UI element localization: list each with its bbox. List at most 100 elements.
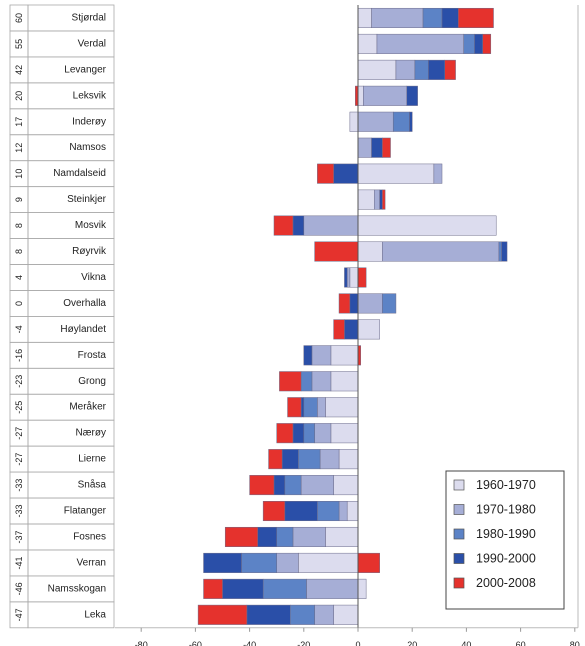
bar-segment — [292, 215, 305, 236]
row-number-label: 4 — [14, 275, 24, 280]
x-tick-label: 40 — [461, 640, 471, 646]
bar-segment — [325, 526, 359, 547]
bar-segment — [298, 449, 321, 470]
bar-segment — [392, 111, 410, 132]
row-number-label: 42 — [14, 65, 24, 75]
row-number-label: -33 — [14, 479, 24, 492]
category-label: Leksvik — [73, 90, 107, 101]
bar-segment — [357, 59, 397, 80]
category-label: Frosta — [78, 350, 107, 361]
bar-segment — [441, 7, 459, 28]
category-label: Røyrvik — [72, 246, 107, 257]
bar-segment — [241, 552, 277, 573]
bar-segment — [203, 552, 242, 573]
bar-segment — [422, 7, 443, 28]
bar-segment — [344, 319, 359, 340]
category-label: Namdalseid — [53, 168, 106, 179]
bar-segment — [357, 7, 372, 28]
bar-segment — [382, 293, 397, 314]
bar-segment — [371, 7, 424, 28]
bar-segment — [338, 501, 348, 522]
category-label: Mosvik — [75, 220, 107, 231]
bar-segment — [197, 604, 248, 625]
x-tick-label: -40 — [243, 640, 256, 646]
bar-segment — [498, 241, 502, 262]
bar-segment — [349, 267, 359, 288]
bar-segment — [382, 189, 386, 210]
row-number-label: 8 — [14, 249, 24, 254]
row-number-label: -47 — [14, 608, 24, 621]
bar-segment — [314, 241, 359, 262]
x-axis: -80 -60 -40 -20 0 20 40 60 80 — [135, 627, 580, 646]
bar-segment — [357, 293, 383, 314]
bar-segment — [357, 241, 383, 262]
category-label: Namsskogan — [48, 583, 106, 594]
bar-segment — [330, 345, 359, 366]
bar-segment — [482, 33, 492, 54]
bar-segment — [279, 371, 302, 392]
bar-segment — [287, 397, 302, 418]
bar-segment — [357, 189, 375, 210]
row-number-label: 17 — [14, 117, 24, 127]
x-tick-label: 60 — [516, 640, 526, 646]
bar-segment — [357, 111, 394, 132]
legend-label: 1970-1980 — [476, 503, 536, 517]
bar-segment — [458, 7, 494, 28]
row-number-label: 0 — [14, 301, 24, 306]
bar-segment — [330, 371, 359, 392]
bar-segment — [222, 578, 264, 599]
bar-segment — [357, 267, 367, 288]
x-tick-label: 20 — [407, 640, 417, 646]
bar-segment — [276, 526, 294, 547]
bar-segment — [257, 526, 277, 547]
bar-segment — [314, 423, 332, 444]
x-tick-label: -80 — [135, 640, 148, 646]
category-label: Namsos — [69, 142, 106, 153]
bar-segment — [357, 215, 497, 236]
bar-segment — [382, 137, 391, 158]
bar-segment — [303, 397, 318, 418]
legend-label: 2000-2008 — [476, 576, 536, 590]
category-label: Steinkjer — [67, 194, 107, 205]
bar-segment — [268, 449, 283, 470]
bar-segment — [357, 33, 378, 54]
bar-segment — [317, 397, 326, 418]
row-number-label: -37 — [14, 530, 24, 543]
row-number-label: 9 — [14, 197, 24, 202]
row-number-label: 60 — [14, 13, 24, 23]
bar-segment — [344, 267, 348, 288]
bar-segment — [428, 59, 445, 80]
row-number-label: -46 — [14, 582, 24, 595]
bar-segment — [376, 33, 464, 54]
bar-segment — [319, 449, 340, 470]
bar-segment — [330, 423, 359, 444]
bar-segment — [317, 163, 334, 184]
category-label: Leka — [84, 609, 106, 620]
bar-segment — [346, 267, 351, 288]
row-number-label: 10 — [14, 169, 24, 179]
x-tick-label: -60 — [189, 640, 202, 646]
x-tick-label: 80 — [570, 640, 580, 646]
row-number-label: -33 — [14, 505, 24, 518]
bar-segment — [276, 552, 299, 573]
bar-segment — [409, 111, 413, 132]
bar-segment — [357, 85, 364, 106]
bar-segment — [444, 59, 456, 80]
category-labels: 60 Stjørdal 55 Verdal 42 Levanger 20 Leksvik 17 I… — [9, 4, 115, 629]
category-label: Flatanger — [64, 506, 107, 517]
bar-segment — [338, 449, 359, 470]
bar-segment — [303, 345, 313, 366]
bar-segment — [357, 552, 380, 573]
bar-segment — [333, 163, 359, 184]
category-label: Inderøy — [72, 116, 106, 127]
category-label: Nærøy — [75, 428, 106, 439]
legend-swatch — [453, 577, 465, 589]
legend-swatch — [453, 479, 465, 491]
bar-segment — [311, 371, 332, 392]
bar-segment — [382, 241, 500, 262]
row-number-label: -25 — [14, 401, 24, 414]
bar-segment — [314, 604, 334, 625]
bar-segment — [246, 604, 291, 625]
bar-segment — [203, 578, 223, 599]
